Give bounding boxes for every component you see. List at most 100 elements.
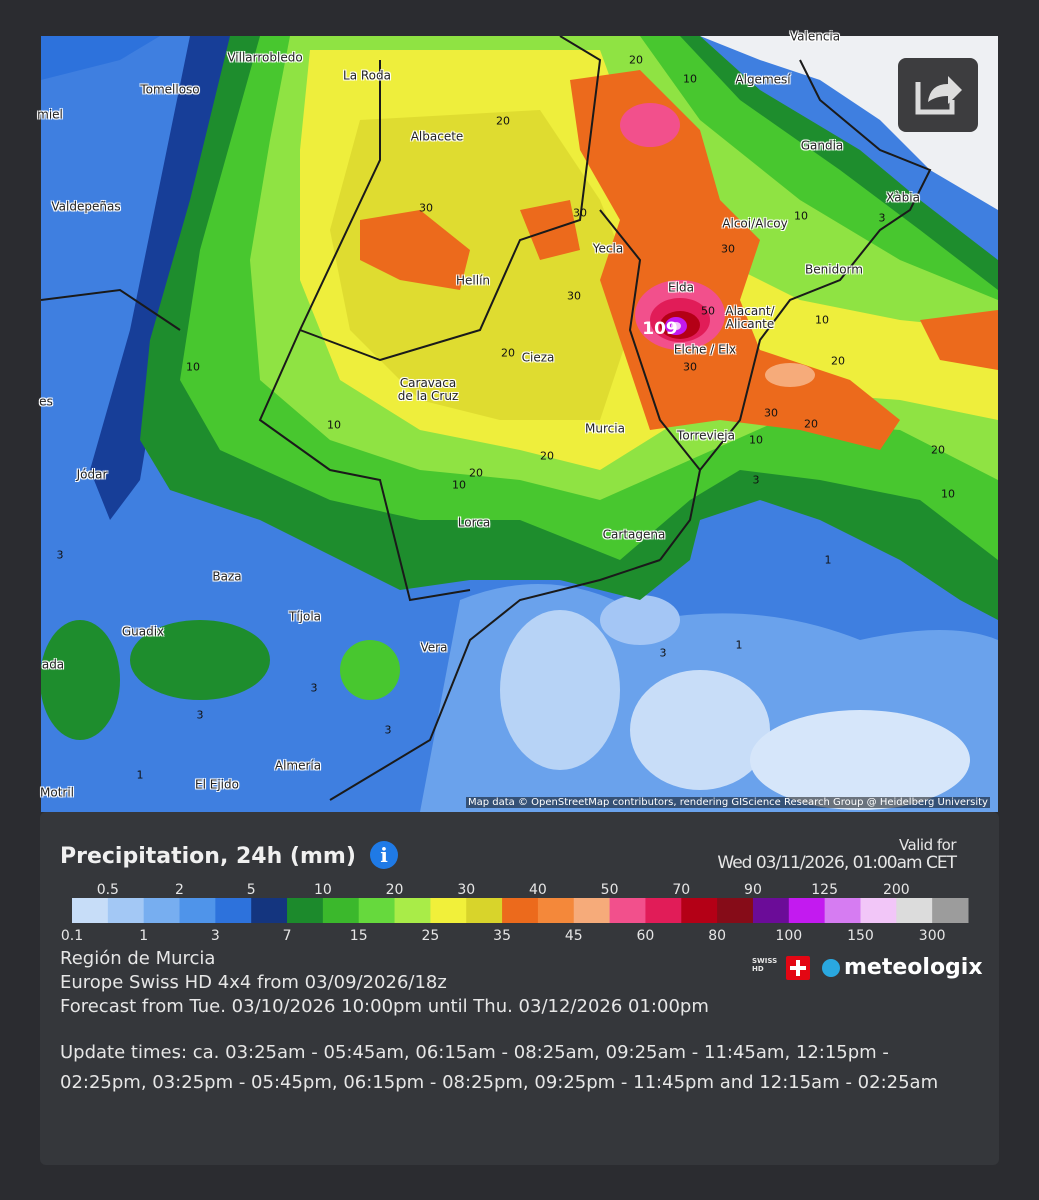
update-times: Update times: ca. 03:25am - 05:45am, 06:… — [60, 1042, 939, 1093]
threshold-label: 15 — [350, 928, 368, 944]
threshold-label: 45 — [565, 928, 583, 944]
city-label: Tíjola — [288, 609, 322, 624]
threshold-label: 90 — [744, 882, 762, 898]
contour-label: 30 — [419, 201, 433, 215]
color-swatch — [430, 898, 467, 923]
model: Europe Swiss HD 4x4 from 03/09/2026/18z — [60, 972, 447, 993]
contour-label: 30 — [683, 360, 697, 374]
threshold-label: 20 — [386, 882, 404, 898]
info-icon[interactable] — [370, 841, 398, 869]
color-swatch — [717, 898, 754, 923]
contour-label: 1 — [136, 768, 144, 782]
color-swatch — [502, 898, 539, 923]
contour-label: 3 — [659, 646, 667, 660]
city-label: miel — [37, 107, 63, 122]
precip-map — [41, 36, 998, 812]
threshold-label: 60 — [637, 928, 655, 944]
color-swatch — [860, 898, 897, 923]
contour-label: 20 — [831, 354, 845, 368]
badge: SWISS HD — [752, 957, 778, 973]
city-label: Lorca — [457, 515, 491, 530]
color-swatch — [251, 898, 288, 923]
color-swatch — [287, 898, 324, 923]
city-label: Cieza — [521, 350, 555, 365]
contour-label: 20 — [629, 53, 643, 67]
city-label: Motril — [39, 785, 75, 800]
swiss-flag — [786, 956, 810, 980]
color-swatch — [143, 898, 181, 923]
city-label: Vera — [420, 640, 448, 655]
contour-label: 20 — [931, 443, 945, 457]
city-label: es — [39, 394, 53, 409]
city-label: Algemesí — [735, 72, 791, 87]
threshold-label: 7 — [283, 928, 292, 944]
city-label: Almería — [274, 758, 322, 773]
color-swatch — [215, 898, 252, 923]
contour-label: 20 — [469, 466, 483, 480]
color-swatch — [645, 898, 682, 923]
threshold-label: 0.1 — [61, 928, 83, 944]
color-swatch — [824, 898, 861, 923]
city-label: Cartagena — [602, 527, 666, 542]
contour-label: 20 — [804, 417, 818, 431]
color-swatch — [752, 898, 790, 923]
color-swatch — [394, 898, 431, 923]
contour-label: 3 — [878, 211, 886, 225]
city-label: Villarrobledo — [227, 50, 303, 65]
valid-time: Wed 03/11/2026, 01:00am CET — [717, 853, 957, 873]
city-label: Alacant/ Alicante — [725, 304, 775, 331]
threshold-label: 3 — [211, 928, 220, 944]
city-label: Torrevieja — [677, 428, 735, 443]
city-label: Valdepeñas — [51, 199, 121, 214]
threshold-label: 35 — [493, 928, 511, 944]
contour-label: 3 — [384, 723, 392, 737]
contour-label: 10 — [452, 478, 466, 492]
city-label: Yecla — [592, 241, 624, 256]
legend-title: Precipitation, 24h (mm) — [60, 844, 356, 869]
color-swatch — [932, 898, 969, 923]
region: Región de Murcia — [60, 948, 216, 969]
contour-label: 20 — [501, 346, 515, 360]
color-swatch — [107, 898, 145, 923]
color-swatch — [609, 898, 646, 923]
contour-label: 3 — [56, 548, 64, 562]
colorbar: 0.10.51235710152025303540455060708090100… — [61, 882, 969, 944]
threshold-label: 2 — [175, 882, 184, 898]
city-label: Guadix — [121, 624, 165, 639]
contour-label: 10 — [749, 433, 763, 447]
logo: meteologix — [844, 955, 983, 980]
logo-mark — [822, 959, 840, 977]
valid-label: Valid for — [898, 836, 957, 854]
threshold-label: 50 — [601, 882, 619, 898]
city-label: Caravaca de la Cruz — [397, 376, 459, 403]
contour-label: 10 — [327, 418, 341, 432]
threshold-label: 30 — [457, 882, 475, 898]
color-swatch — [788, 898, 826, 923]
info-icon-glyph: i — [380, 843, 388, 867]
threshold-label: 150 — [847, 928, 874, 944]
city-label: Elda — [668, 280, 694, 295]
threshold-label: 300 — [919, 928, 946, 944]
contour-label: 10 — [794, 209, 808, 223]
city-label: Gandia — [800, 138, 844, 153]
contour-label: 30 — [764, 406, 778, 420]
city-label: La Roda — [343, 68, 391, 83]
threshold-label: 10 — [314, 882, 332, 898]
contour-label: 20 — [496, 114, 510, 128]
color-swatch — [573, 898, 611, 923]
color-swatch — [537, 898, 575, 923]
threshold-label: 200 — [883, 882, 910, 898]
city-label: Jódar — [76, 467, 108, 482]
contour-label: 3 — [310, 681, 318, 695]
contour-label: 10 — [683, 72, 697, 86]
city-label: Tomelloso — [140, 82, 200, 97]
contour-label: 10 — [815, 313, 829, 327]
contour-label: 50 — [701, 304, 715, 318]
city-label: Alcoi/Alcoy — [722, 216, 788, 231]
threshold-label: 100 — [775, 928, 802, 944]
threshold-label: 70 — [672, 882, 690, 898]
share-button[interactable] — [898, 58, 978, 132]
city-label: Baza — [212, 569, 242, 584]
